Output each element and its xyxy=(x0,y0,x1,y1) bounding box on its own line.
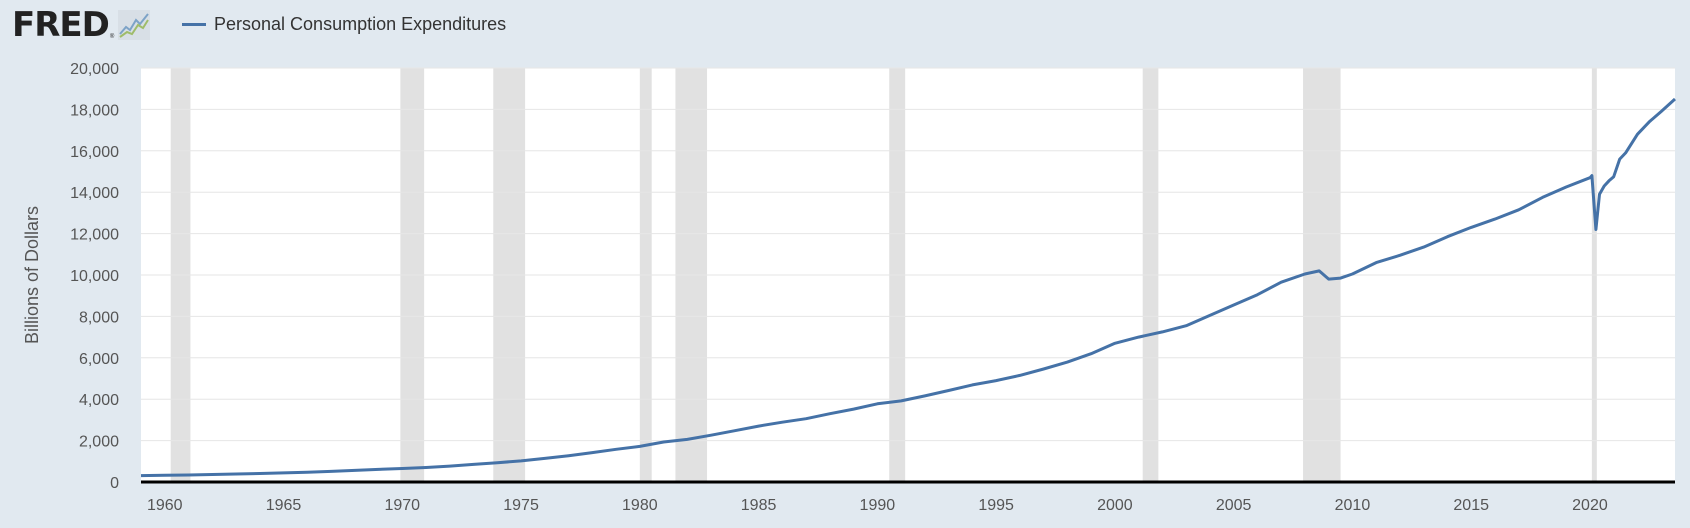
trend-chart-icon xyxy=(118,10,151,45)
x-tick-label: 1965 xyxy=(266,497,302,514)
legend-swatch xyxy=(182,22,206,26)
x-tick-label: 1995 xyxy=(978,497,1014,514)
x-tick-label: 1980 xyxy=(622,497,658,514)
y-tick-label: 18,000 xyxy=(70,102,119,119)
legend-label[interactable]: Personal Consumption Expenditures xyxy=(214,13,507,34)
x-tick-label: 1990 xyxy=(860,497,896,514)
x-tick-label: 2020 xyxy=(1572,497,1608,514)
x-axis-tick-labels: 1960 1965 1970 1975 1980 1985 1990 1995 2000 2005… xyxy=(147,497,1608,514)
fred-logo[interactable]: FRED ® xyxy=(12,4,151,46)
y-tick-label: 6,000 xyxy=(79,351,119,368)
y-tick-label: 16,000 xyxy=(70,144,119,161)
x-tick-label: 2000 xyxy=(1097,497,1133,514)
chart-header: FRED ® Personal Consumption Expenditures xyxy=(0,0,1690,50)
x-tick-label: 2015 xyxy=(1453,497,1489,514)
x-tick-label: 1985 xyxy=(741,497,777,514)
fred-logo-text: FRED xyxy=(12,5,110,45)
y-tick-label: 14,000 xyxy=(70,185,119,202)
fred-registered-mark: ® xyxy=(109,34,115,40)
y-tick-label: 8,000 xyxy=(79,309,119,326)
chart-legend: Personal Consumption Expenditures xyxy=(182,12,506,36)
x-tick-label: 1975 xyxy=(503,497,539,514)
x-tick-label: 1970 xyxy=(384,497,420,514)
x-tick-label: 2010 xyxy=(1335,497,1371,514)
y-axis-title: Billions of Dollars xyxy=(22,206,42,344)
y-tick-label: 0 xyxy=(110,475,119,492)
y-axis-tick-labels: 0 2,000 4,000 6,000 8,000 10,000 12,000 14,000 1… xyxy=(70,61,119,492)
y-tick-label: 4,000 xyxy=(79,392,119,409)
grid-lines xyxy=(141,67,1675,442)
series-layer xyxy=(140,97,1677,478)
y-tick-label: 10,000 xyxy=(70,268,119,285)
x-tick-label: 2005 xyxy=(1216,497,1252,514)
y-tick-label: 2,000 xyxy=(79,434,119,451)
series-line[interactable] xyxy=(140,97,1677,478)
x-tick-label: 1960 xyxy=(147,497,183,514)
y-tick-label: 12,000 xyxy=(70,227,119,244)
y-tick-label: 20,000 xyxy=(70,61,119,78)
